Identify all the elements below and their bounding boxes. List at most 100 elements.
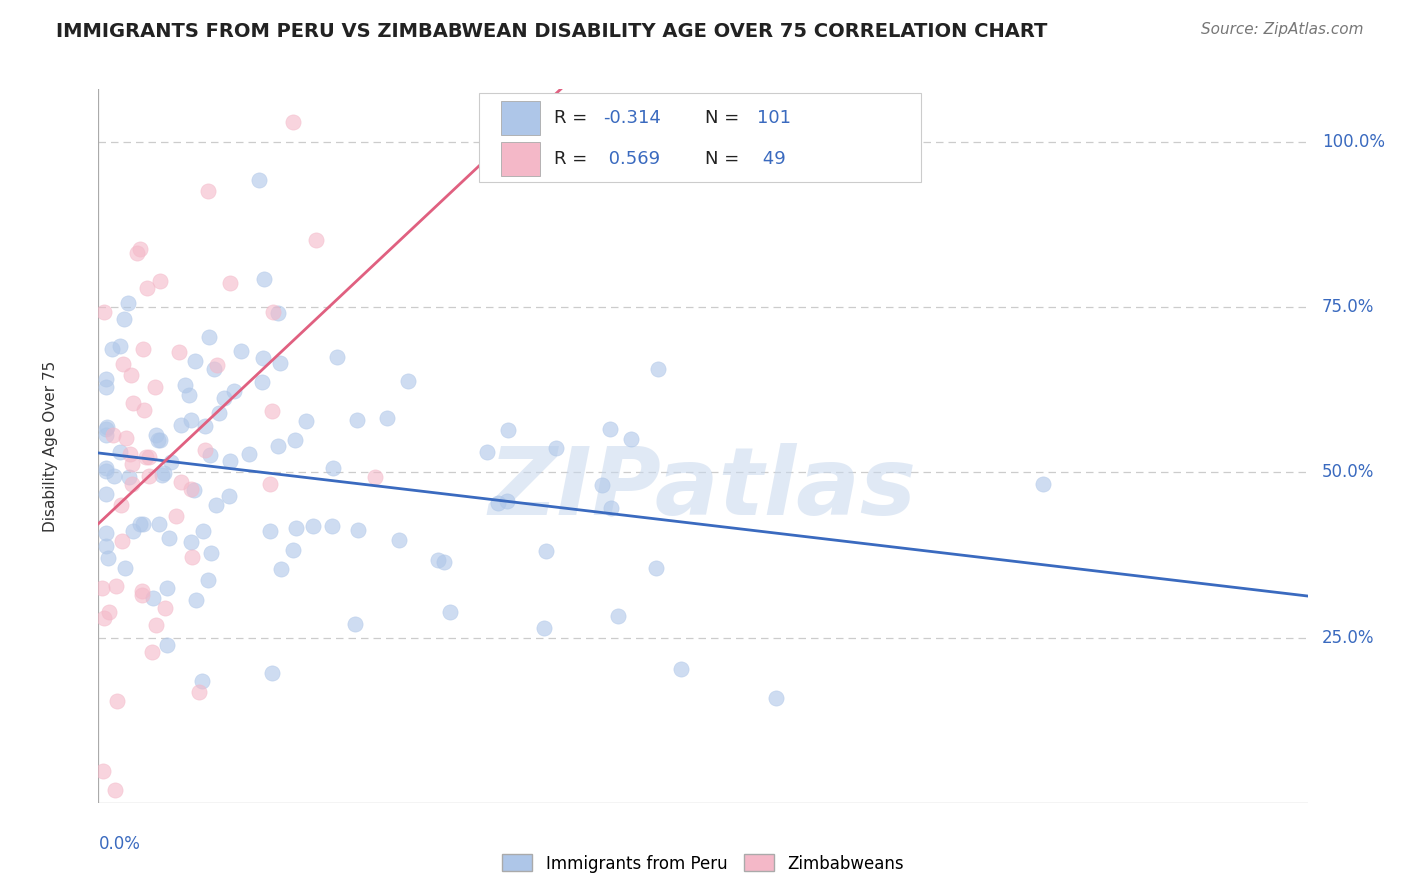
Point	[118, 447, 141, 461]
Point	[112, 312, 135, 326]
Point	[270, 562, 292, 576]
Point	[142, 591, 165, 605]
Point	[669, 662, 692, 676]
Point	[262, 666, 284, 681]
Text: N =: N =	[706, 109, 745, 127]
Point	[197, 330, 219, 344]
Point	[173, 377, 195, 392]
Point	[150, 468, 173, 483]
Point	[202, 362, 225, 376]
Text: IMMIGRANTS FROM PERU VS ZIMBABWEAN DISABILITY AGE OVER 75 CORRELATION CHART: IMMIGRANTS FROM PERU VS ZIMBABWEAN DISAB…	[56, 22, 1047, 41]
Point	[96, 428, 118, 442]
Point	[114, 431, 136, 445]
Point	[343, 616, 366, 631]
Text: R =: R =	[554, 109, 593, 127]
Point	[153, 601, 176, 615]
Text: -0.314: -0.314	[603, 109, 661, 127]
Point	[96, 540, 118, 554]
Point	[1032, 476, 1054, 491]
Point	[606, 609, 628, 624]
Point	[188, 685, 211, 699]
Point	[346, 523, 368, 537]
Point	[156, 639, 179, 653]
Point	[134, 403, 156, 417]
Point	[91, 581, 114, 595]
Point	[125, 245, 148, 260]
Point	[252, 376, 274, 390]
Text: 49: 49	[758, 150, 786, 168]
Point	[103, 469, 125, 483]
Point	[129, 242, 152, 256]
Point	[157, 532, 180, 546]
Point	[591, 478, 613, 492]
Point	[180, 413, 202, 427]
Point	[183, 483, 205, 497]
Point	[121, 477, 143, 491]
Point	[184, 353, 207, 368]
Point	[93, 611, 115, 625]
Point	[229, 343, 252, 358]
Point	[267, 306, 290, 320]
Point	[375, 411, 398, 425]
Point	[252, 351, 274, 366]
Point	[247, 173, 270, 187]
Point	[200, 546, 222, 560]
Point	[496, 423, 519, 437]
Legend: Immigrants from Peru, Zimbabweans: Immigrants from Peru, Zimbabweans	[495, 847, 911, 880]
Point	[180, 535, 202, 549]
Point	[114, 560, 136, 574]
Point	[170, 418, 193, 433]
Point	[146, 433, 169, 447]
Point	[269, 356, 291, 370]
Point	[131, 584, 153, 599]
Point	[302, 518, 325, 533]
Point	[432, 555, 454, 569]
Point	[262, 305, 284, 319]
Point	[117, 296, 139, 310]
Point	[208, 406, 231, 420]
Point	[96, 420, 118, 434]
Bar	[501, 101, 540, 135]
Point	[110, 498, 132, 512]
Text: N =: N =	[706, 150, 745, 168]
Point	[496, 494, 519, 508]
Point	[159, 455, 181, 469]
Point	[180, 482, 202, 496]
Point	[267, 439, 290, 453]
Text: Source: ZipAtlas.com: Source: ZipAtlas.com	[1201, 22, 1364, 37]
Point	[118, 470, 141, 484]
Point	[121, 368, 143, 383]
Point	[346, 412, 368, 426]
Point	[134, 450, 156, 464]
Point	[110, 339, 132, 353]
Point	[546, 441, 568, 455]
Point	[364, 469, 387, 483]
Text: 0.0%: 0.0%	[98, 835, 141, 853]
Point	[122, 524, 145, 538]
Point	[322, 460, 344, 475]
Point	[284, 433, 307, 447]
Point	[104, 782, 127, 797]
Point	[165, 508, 187, 523]
Point	[156, 582, 179, 596]
Point	[97, 605, 120, 619]
Point	[281, 115, 304, 129]
Point	[148, 516, 170, 531]
Point	[186, 593, 208, 607]
Text: R =: R =	[554, 150, 593, 168]
Point	[167, 345, 190, 359]
Point	[218, 489, 240, 503]
Text: 101: 101	[758, 109, 792, 127]
Point	[96, 464, 118, 478]
Point	[112, 357, 135, 371]
Point	[132, 342, 155, 356]
Point	[108, 445, 131, 459]
FancyBboxPatch shape	[479, 93, 921, 182]
Point	[305, 233, 328, 247]
Point	[141, 645, 163, 659]
Point	[205, 358, 228, 372]
Point	[620, 432, 643, 446]
Point	[145, 618, 167, 632]
Point	[326, 350, 349, 364]
Point	[197, 573, 219, 587]
